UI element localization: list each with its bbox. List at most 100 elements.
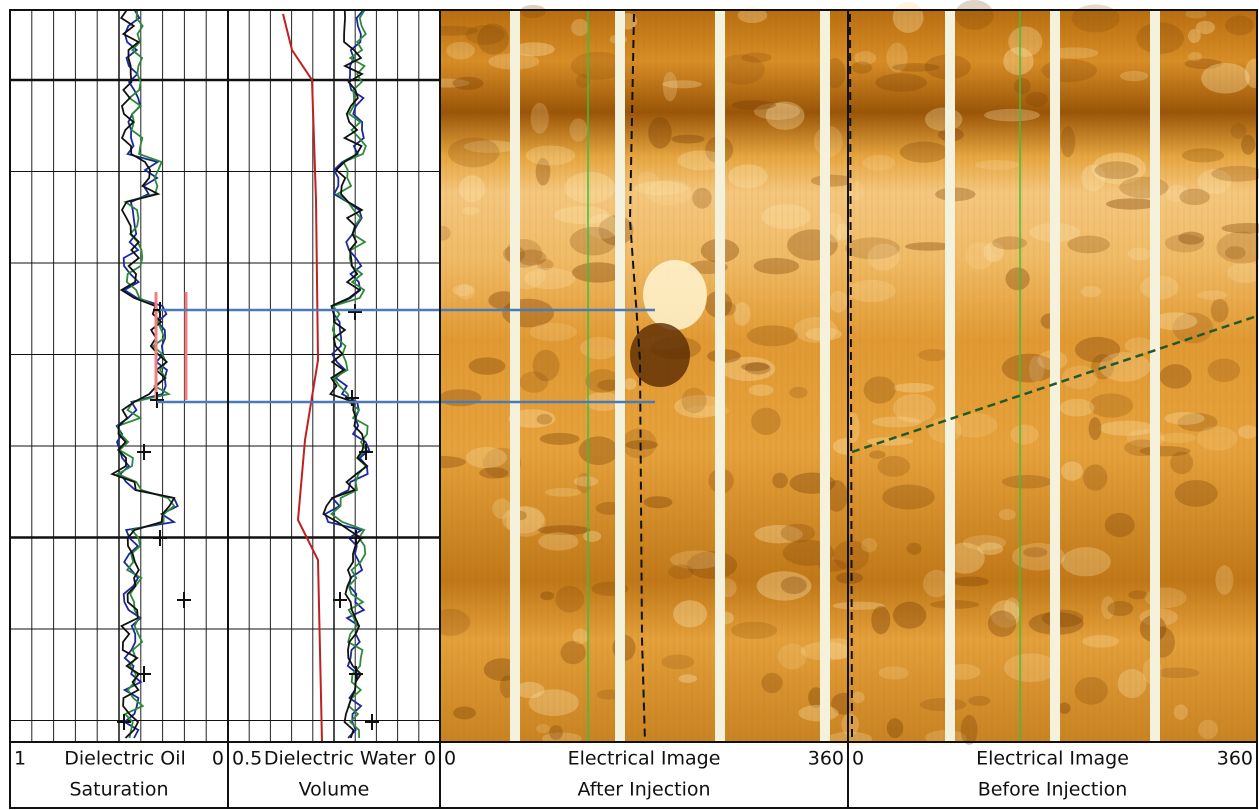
image-texture (1173, 704, 1188, 720)
image-texture (761, 672, 783, 694)
image-texture (829, 290, 848, 313)
image-texture (808, 687, 824, 708)
track-subtitle: Before Injection (978, 779, 1128, 801)
image-texture (983, 241, 1004, 263)
image-texture (1088, 417, 1102, 441)
image-texture (662, 80, 702, 89)
image-texture (1106, 198, 1158, 210)
image-texture (1151, 312, 1198, 331)
image-texture (1164, 412, 1205, 425)
image-texture (1195, 20, 1216, 35)
image-texture (851, 61, 872, 74)
image-texture (671, 134, 705, 144)
image-texture (1187, 51, 1203, 62)
image-texture (893, 383, 935, 393)
track-subtitle: Volume (299, 779, 370, 801)
image-texture (1005, 267, 1030, 291)
dip-line (851, 314, 1258, 454)
image-texture (990, 600, 1021, 628)
image-texture (544, 487, 582, 497)
image-texture (899, 141, 949, 163)
image-texture (1080, 286, 1102, 298)
image-texture (1174, 480, 1218, 507)
image-texture (761, 204, 811, 230)
point-marker (348, 304, 362, 320)
image-texture (744, 362, 771, 375)
image-texture (463, 140, 517, 153)
bright-spot (643, 260, 707, 330)
image-texture (1094, 161, 1139, 180)
image-texture (733, 302, 751, 326)
log-curve (322, 9, 369, 739)
image-texture (517, 249, 547, 266)
image-texture (1107, 601, 1134, 617)
image-texture (1225, 15, 1254, 36)
image-texture (825, 480, 848, 512)
image-texture (893, 393, 936, 423)
image-texture (1159, 432, 1197, 443)
image-texture (1211, 165, 1259, 182)
image-texture (836, 223, 849, 241)
image-texture (1091, 152, 1146, 185)
point-marker (359, 444, 373, 460)
image-texture (1159, 364, 1192, 389)
point-marker (345, 390, 359, 406)
image-texture (833, 540, 869, 572)
image-texture (1124, 337, 1153, 354)
dark-spot (630, 323, 690, 387)
image-texture (1210, 298, 1229, 323)
image-texture (508, 409, 556, 428)
image-texture (648, 117, 672, 149)
image-texture (892, 63, 940, 72)
image-texture (1117, 669, 1147, 699)
image-texture (1001, 475, 1052, 489)
image-texture (1041, 59, 1097, 82)
image-texture (950, 412, 998, 438)
image-texture (882, 484, 935, 510)
image-texture (987, 610, 1017, 637)
image-texture (1201, 63, 1250, 94)
scale-right: 0 (424, 748, 436, 770)
image-texture (827, 731, 873, 746)
image-texture (720, 356, 776, 382)
image-texture (674, 395, 726, 419)
image-texture (923, 569, 951, 598)
image-texture (841, 713, 859, 736)
image-texture (465, 447, 508, 469)
image-texture (730, 621, 778, 640)
image-texture (468, 357, 506, 375)
image-texture (1165, 184, 1189, 202)
image-texture (954, 0, 994, 30)
dashed-trace (849, 13, 853, 743)
image-texture (539, 432, 580, 445)
scale-left: 1 (14, 748, 26, 770)
point-marker (349, 530, 363, 546)
point-marker (365, 714, 379, 730)
image-texture (1185, 9, 1207, 19)
image-texture (789, 386, 808, 399)
image-texture (569, 226, 617, 256)
image-texture (625, 440, 659, 450)
image-texture (479, 467, 509, 479)
image-texture (452, 284, 474, 296)
image-texture (877, 455, 911, 477)
image-texture (1170, 451, 1194, 475)
image-texture (1127, 247, 1152, 261)
image-texture (1061, 547, 1111, 577)
image-texture (1099, 420, 1155, 436)
point-marker (349, 666, 363, 682)
image-texture (692, 187, 712, 209)
image-texture (832, 601, 885, 610)
image-texture (536, 414, 553, 425)
image-texture (1013, 77, 1031, 95)
image-texture (1197, 169, 1232, 194)
image-texture (519, 371, 549, 393)
image-texture (538, 532, 579, 551)
image-texture (1215, 565, 1234, 595)
image-texture (748, 384, 774, 396)
scale-left: 0 (852, 748, 864, 770)
image-texture (553, 206, 610, 225)
image-texture (1028, 355, 1045, 383)
image-texture (636, 171, 659, 191)
image-texture (585, 214, 621, 239)
